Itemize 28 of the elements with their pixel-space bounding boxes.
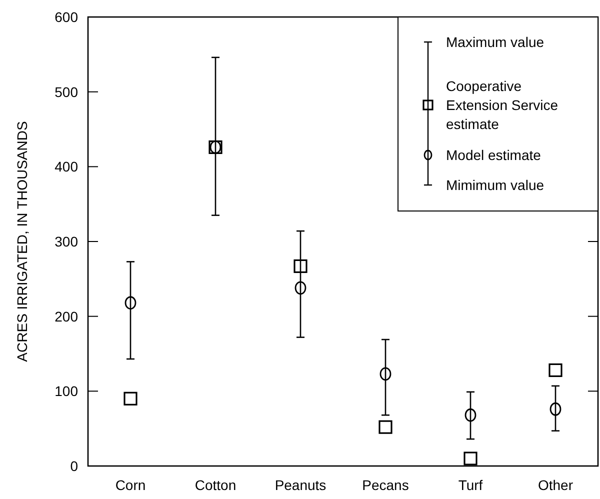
point <box>294 259 308 273</box>
x-tick-label: Peanuts <box>274 477 326 493</box>
y-tick-label: 600 <box>54 9 78 25</box>
y-axis-title: ACRES IRRIGATED, IN THOUSANDS <box>14 121 30 362</box>
y-tick-label: 400 <box>54 158 78 175</box>
legend-label: Model estimate <box>446 147 542 163</box>
y-tick-label: 0 <box>70 458 78 474</box>
point <box>124 296 136 310</box>
point <box>124 392 138 406</box>
x-tick-label: Corn <box>115 477 146 493</box>
y-tick-label: 200 <box>54 308 78 324</box>
point <box>380 367 392 381</box>
x-tick-label: Other <box>538 477 574 493</box>
y-tick-label: 300 <box>54 234 78 250</box>
point <box>294 281 306 295</box>
point <box>550 402 562 416</box>
legend-label: Cooperative Extension Service estimate <box>446 78 558 132</box>
y-tick-label: 500 <box>54 84 78 100</box>
point <box>378 420 392 434</box>
annotation: Maximum value <box>446 34 544 50</box>
point <box>464 408 476 422</box>
annotation: Mimimum value <box>446 177 544 193</box>
x-tick-label: Cotton <box>194 477 236 493</box>
x-tick-label: Pecans <box>362 477 409 493</box>
y-tick-label: 100 <box>54 383 78 400</box>
point <box>464 452 478 466</box>
x-tick-label: Turf <box>458 477 483 493</box>
point <box>548 363 562 378</box>
